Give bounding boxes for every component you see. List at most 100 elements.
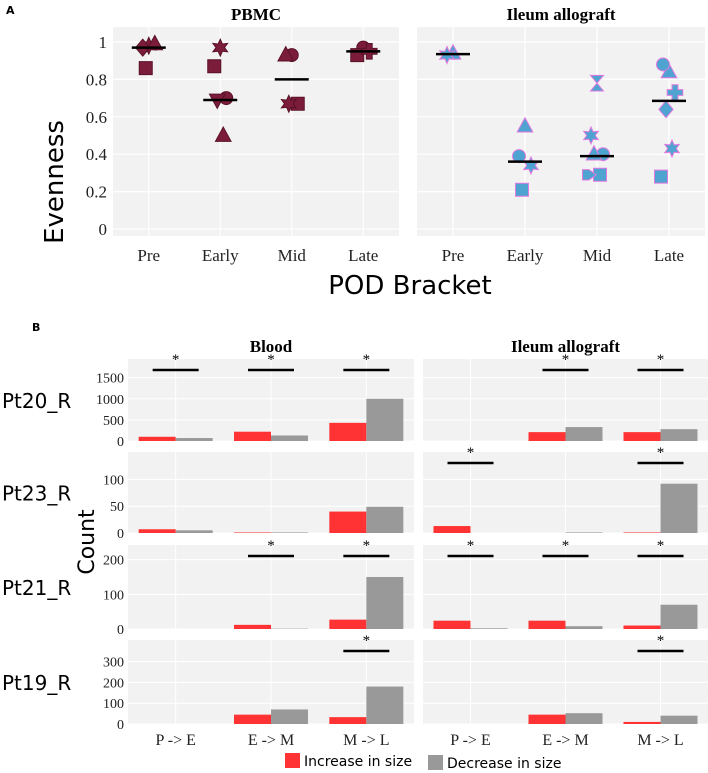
x-axis-title: POD Bracket — [328, 271, 492, 301]
bar-decrease — [565, 626, 603, 629]
bar-facet-Pt21_R-ileum — [423, 545, 708, 630]
bar-facet-Pt19_R-blood — [128, 640, 414, 725]
significance-star: * — [562, 352, 570, 368]
bar-increase — [138, 529, 176, 533]
point-square — [138, 61, 153, 76]
bar-decrease — [366, 686, 404, 724]
y-tick-label: 0 — [117, 718, 124, 733]
significance-star: * — [172, 352, 180, 368]
bar-facet-Pt20_R-ileum — [423, 359, 708, 442]
column-title: Ileum allograft — [511, 337, 620, 356]
bar-increase — [623, 532, 661, 533]
bar-decrease — [271, 709, 308, 724]
legend-label-increase: Increase in size — [304, 754, 412, 770]
y-axis-title: Evenness — [40, 120, 70, 244]
panel-label-a: A — [6, 4, 15, 17]
bar-decrease — [366, 398, 404, 441]
significance-star: * — [657, 538, 665, 554]
bar-increase — [234, 431, 271, 441]
bar-facet-Pt19_R-ileum — [423, 640, 708, 725]
point-square — [207, 59, 222, 74]
bar-decrease — [660, 429, 698, 441]
bar-increase — [623, 625, 661, 629]
x-tick-label: Early — [202, 246, 239, 265]
bar-facet-Pt20_R-blood — [128, 359, 414, 442]
facet-title: PBMC — [231, 5, 281, 24]
legend-swatch-increase — [285, 753, 300, 768]
bar-increase — [329, 717, 367, 724]
point-triangle — [516, 116, 534, 133]
y-tick-label: 300 — [103, 656, 124, 671]
point-arrow — [582, 169, 598, 181]
point-hourglass — [589, 74, 605, 92]
x-tick-label: Pre — [137, 246, 160, 265]
bar-increase — [623, 721, 661, 724]
x-tick-label: P -> E — [155, 732, 195, 749]
significance-star: * — [467, 445, 475, 461]
bar-facet-Pt23_R-ileum — [423, 452, 708, 534]
bar-increase — [234, 624, 271, 629]
point-square — [515, 182, 529, 197]
y-tick-label: 1000 — [96, 393, 124, 408]
point-star — [280, 94, 298, 114]
bar-decrease — [660, 483, 698, 533]
bar-decrease — [271, 435, 308, 441]
bar-increase — [329, 511, 367, 533]
y-tick-label: 0 — [117, 527, 124, 542]
bar-decrease — [565, 713, 603, 724]
bar-decrease — [366, 577, 404, 629]
x-tick-label: M -> L — [343, 732, 389, 749]
bar-decrease — [366, 506, 404, 533]
y-tick-label: 0.2 — [86, 183, 107, 202]
point-triangle — [146, 34, 164, 51]
bar-increase — [234, 532, 271, 533]
x-tick-label: Late — [348, 246, 378, 265]
patient-label: Pt21_R — [2, 576, 71, 600]
point-star — [582, 125, 600, 146]
y-tick-label: 100 — [103, 473, 124, 488]
evenness-facet-ileum — [417, 27, 705, 236]
y-tick-label: 1500 — [96, 372, 124, 387]
y-tick-label: 0 — [99, 220, 108, 239]
x-tick-label: E -> M — [248, 732, 294, 749]
x-tick-label: Late — [654, 246, 684, 265]
significance-star: * — [363, 538, 371, 554]
bar-decrease — [271, 532, 308, 533]
point-triangle-down — [208, 93, 226, 110]
x-tick-label: E -> M — [542, 732, 588, 749]
y-tick-label: 200 — [103, 554, 124, 569]
y-tick-label: 0 — [117, 623, 124, 638]
bar-increase — [623, 432, 661, 441]
patient-label: Pt20_R — [2, 389, 71, 413]
point-square — [654, 169, 668, 184]
significance-star: * — [363, 352, 371, 368]
significance-star: * — [562, 538, 570, 554]
bar-decrease — [660, 715, 698, 724]
point-circle — [656, 57, 670, 72]
y-tick-label: 1 — [99, 33, 108, 52]
significance-star: * — [267, 538, 275, 554]
point-triangle — [277, 45, 295, 62]
evenness-facet-pbmc — [113, 27, 399, 236]
bar-decrease — [565, 532, 603, 533]
bar-decrease — [470, 628, 508, 629]
significance-star: * — [267, 352, 275, 368]
y-tick-label: 0.4 — [86, 145, 108, 164]
bar-decrease — [175, 530, 213, 533]
y-axis-title: Count — [75, 509, 100, 575]
y-tick-label: 500 — [103, 414, 124, 429]
bar-increase — [528, 620, 566, 629]
significance-star: * — [467, 538, 475, 554]
point-diamond — [658, 100, 674, 119]
y-tick-label: 100 — [103, 588, 124, 603]
bar-increase — [138, 436, 176, 441]
bar-increase — [528, 432, 566, 441]
significance-star: * — [657, 445, 665, 461]
y-tick-label: 100 — [103, 697, 124, 712]
x-tick-label: Early — [507, 246, 544, 265]
x-tick-label: Mid — [583, 246, 612, 265]
y-tick-label: 0 — [117, 435, 124, 450]
column-title: Blood — [250, 337, 293, 356]
significance-star: * — [657, 352, 665, 368]
